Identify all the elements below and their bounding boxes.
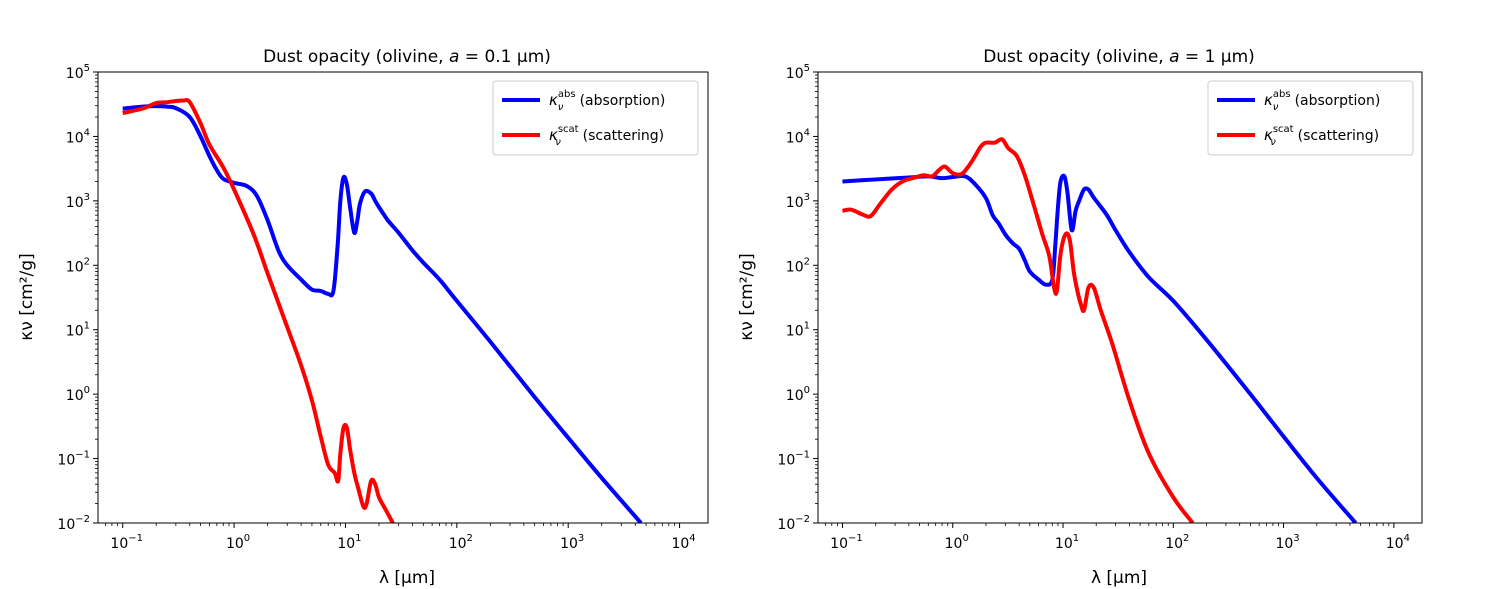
y-tick-label: 101 [66,321,90,340]
y-tick-label: 10−2 [777,514,810,533]
x-tick-label: 100 [945,533,969,552]
x-tick-label: 103 [1275,533,1299,552]
chart-right-xlabel: λ [μm] [1091,568,1147,588]
chart-left-curves [122,98,643,523]
y-tick-label: 100 [66,385,90,404]
chart-right: Dust opacity (olivine, a = 1 μm) λ [μm] … [737,47,1423,588]
x-tick-label: 100 [226,533,250,552]
y-tick-label: 105 [66,63,90,82]
y-tick-label: 102 [66,256,90,275]
x-tick-label: 10−1 [110,533,143,552]
x-tick-label: 104 [1386,533,1410,552]
chart-right-ylabel: κν [cm²/g] [737,253,757,340]
y-tick-label: 102 [786,256,810,275]
legend-label-absorption: κabs ν (absorption) [1264,89,1380,113]
y-tick-label: 100 [786,385,810,404]
x-tick-label: 102 [1165,533,1189,552]
x-tick-label: 103 [560,533,584,552]
y-tick-label: 103 [66,192,90,211]
x-tick-label: 104 [671,533,695,552]
chart-left-xlabel: λ [μm] [379,568,435,588]
chart-left-ylabel: κν [cm²/g] [17,253,37,340]
y-tick-label: 104 [786,127,810,146]
series-line-absorption [842,173,1358,523]
chart-left: Dust opacity (olivine, a = 0.1 μm) λ [μm… [17,47,709,588]
x-tick-label: 10−1 [830,533,863,552]
chart-right-title: Dust opacity (olivine, a = 1 μm) [983,47,1255,67]
chart-left-axes-frame [97,71,709,524]
legend-box [1207,80,1414,156]
chart-right-axes-frame [817,71,1423,524]
chart-left-legend: κabs ν (absorption) κscat ν (scattering) [492,80,699,156]
x-tick-label: 102 [449,533,473,552]
legend-label-scattering: κscat ν (scattering) [1264,124,1379,148]
chart-right-curves [842,137,1358,523]
chart-left-ticks: 10−1 100 101 102 103 104 10−2 10−1 100 101 102 103 1… [57,63,695,552]
y-tick-label: 10−1 [777,450,810,469]
y-tick-label: 103 [786,192,810,211]
series-line-scattering [842,137,1195,523]
y-tick-label: 10−1 [57,450,90,469]
chart-left-title: Dust opacity (olivine, a = 0.1 μm) [263,47,551,67]
y-tick-label: 105 [786,63,810,82]
series-line-absorption [122,104,643,523]
x-tick-label: 101 [1055,533,1079,552]
x-tick-label: 101 [337,533,361,552]
legend-label-scattering: κscat ν (scattering) [549,124,664,148]
y-tick-label: 104 [66,127,90,146]
y-tick-label: 101 [786,321,810,340]
legend-label-absorption: κabs ν (absorption) [549,89,665,113]
y-tick-label: 10−2 [57,514,90,533]
chart-right-legend: κabs ν (absorption) κscat ν (scattering) [1207,80,1414,156]
legend-box [492,80,699,156]
series-line-scattering [122,98,396,523]
